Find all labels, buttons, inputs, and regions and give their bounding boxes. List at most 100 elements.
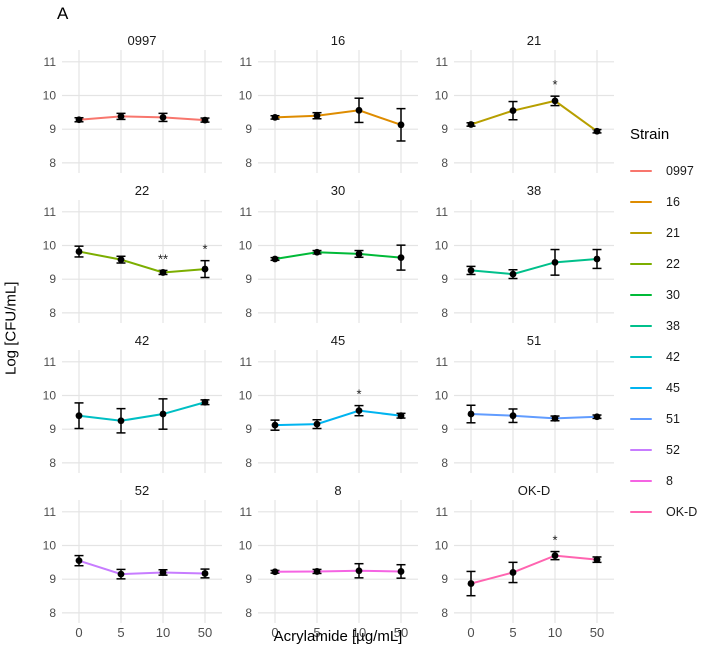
facet-52: 52 8 9 10 11 0 5 10 50 [32,478,228,650]
series-line [78,250,206,274]
x-tick-label: 10 [352,625,366,640]
legend-label: 30 [666,287,680,302]
data-point [467,410,475,418]
legend-swatch [630,479,652,482]
y-tick-label: 10 [435,88,449,102]
y-tick-label: 9 [441,272,448,286]
series-line [78,559,206,576]
y-tick-label: 9 [441,422,448,436]
legend-items: 0997 16 21 22 30 38 42 45 51 52 8 OK-D [630,155,726,527]
facet-title: 30 [330,183,346,198]
data-point [593,413,601,421]
legend-item-22: 22 [630,248,726,279]
y-tick-label: 9 [245,272,252,286]
facet-42: 42 8 9 10 11 [32,328,228,478]
x-tick-label: 50 [198,625,212,640]
data-point [271,255,279,263]
legend-label: 22 [666,256,680,271]
data-point [313,112,321,120]
facet-plot: 8 9 10 11 0 5 10 50 * [435,500,614,640]
y-tick-label: 10 [43,538,57,552]
data-point [593,556,601,564]
y-tick-label: 11 [240,505,253,519]
y-tick-label: 10 [239,538,253,552]
facet-title: 16 [330,33,346,48]
y-tick-label: 11 [436,355,449,369]
data-point [117,112,125,120]
significance-marker: * [552,533,557,548]
significance-marker: * [202,242,207,257]
facet-38: 38 8 9 10 11 [424,178,620,328]
y-tick-label: 11 [436,205,449,219]
legend-label: 38 [666,318,680,333]
y-tick-label: 11 [436,55,449,69]
facet-grid: 0997 8 9 10 11 16 8 9 10 11 21 8 9 10 11 * 22 8 9 10 11 ** * 30… [32,28,620,650]
y-tick-label: 11 [44,505,57,519]
data-point [201,398,209,406]
y-tick-label: 9 [441,572,448,586]
y-tick-label: 8 [441,306,448,320]
facet-title: 38 [526,183,542,198]
facet-plot: 8 9 10 11 [239,50,418,173]
series-line [470,554,598,585]
legend-label: 21 [666,225,680,240]
y-axis-title: Log [CFU/mL] [2,281,20,375]
y-tick-label: 10 [239,88,253,102]
facet-title: 22 [134,183,150,198]
y-tick-label: 8 [245,606,252,620]
facet-plot: 8 9 10 11 0 5 10 50 [43,500,222,640]
data-point [551,552,559,560]
data-point [509,569,517,576]
data-point [355,106,363,114]
x-axis-title: Acrylamide [µg/mL] [273,628,403,645]
y-tick-label: 9 [49,572,56,586]
facet-plot: 8 9 10 11 [435,350,614,473]
legend-title: Strain [630,126,670,143]
data-point [397,568,405,575]
y-tick-label: 8 [49,306,56,320]
facet-title: 51 [526,333,542,348]
data-point [117,256,125,264]
panel-label: A [57,4,69,23]
y-tick-label: 11 [44,55,57,69]
y-tick-label: 10 [43,388,57,402]
facet-plot: 8 9 10 11 0 5 10 50 [239,500,418,640]
y-tick-label: 9 [49,272,56,286]
legend-swatch [630,386,652,389]
series-line [274,251,402,260]
y-tick-label: 10 [435,238,449,252]
x-tick-label: 10 [156,625,170,640]
legend-item-42: 42 [630,341,726,372]
legend-label: 0997 [666,163,694,178]
data-point [313,568,321,575]
legend-label: 42 [666,349,680,364]
legend-label: 52 [666,442,680,457]
series-line [274,409,402,427]
facet-plot: 8 9 10 11 * [435,50,614,173]
x-tick-label: 5 [313,625,320,640]
y-tick-label: 10 [43,88,57,102]
legend-label: 8 [666,473,673,488]
data-point [313,248,321,256]
y-tick-label: 8 [441,156,448,170]
legend-swatch [630,355,652,358]
series-line [274,109,402,126]
significance-marker: * [552,77,557,92]
y-tick-label: 10 [435,388,449,402]
x-tick-label: 0 [271,625,278,640]
legend-swatch [630,448,652,451]
legend: Strain 0997 16 21 22 30 38 42 45 51 52 8 OK-D [630,126,726,527]
significance-marker: * [356,387,361,402]
data-point [313,420,321,428]
x-tick-label: 50 [590,625,604,640]
data-point [509,270,517,278]
facet-plot: 8 9 10 11 [239,200,418,323]
y-tick-label: 8 [245,456,252,470]
data-point [201,265,209,273]
data-point [159,113,167,121]
facet-45: 45 8 9 10 11 * [228,328,424,478]
data-point [467,121,475,128]
facet-title: 42 [134,333,150,348]
